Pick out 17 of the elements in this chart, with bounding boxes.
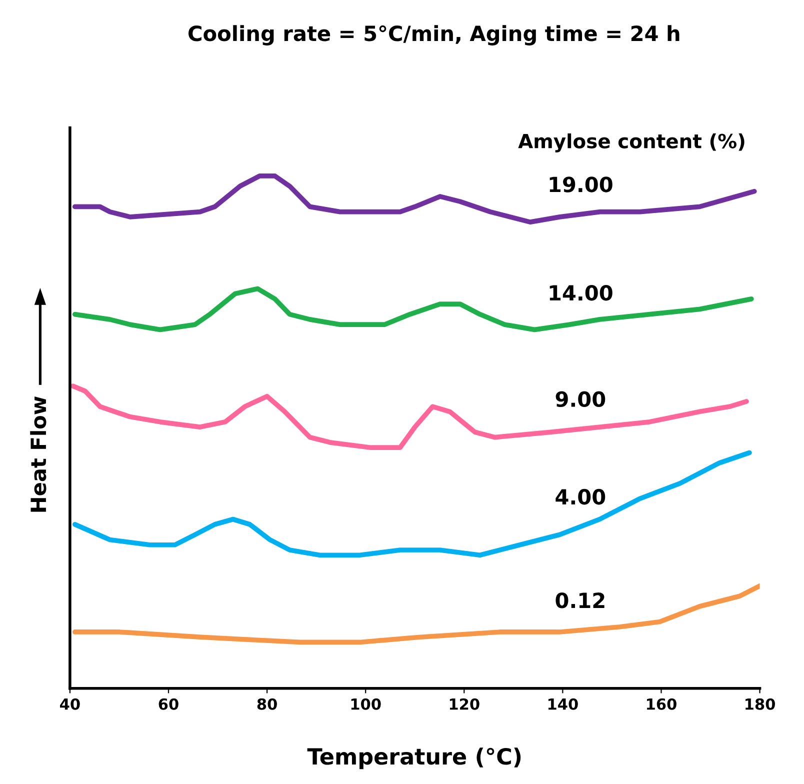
x-tick-label: 100 <box>351 698 381 710</box>
x-tick-label: 140 <box>548 698 578 710</box>
x-tick-label: 40 <box>60 698 80 710</box>
x-tick-label: 180 <box>746 698 775 710</box>
series-label: 9.00 <box>556 391 606 408</box>
x-tick-label: 120 <box>450 698 480 710</box>
legend-title: Amylose content (%) <box>518 133 744 152</box>
x-tick-label: 160 <box>647 698 676 710</box>
series-label: 0.12 <box>556 592 604 608</box>
x-tick-label: 80 <box>257 698 277 710</box>
y-axis-title: Heat Flow <box>30 396 46 512</box>
x-tick-label: 60 <box>158 698 178 710</box>
chart-title: Cooling rate = 5°C/min, Aging time = 24 h <box>188 25 680 46</box>
series-label: 4.00 <box>556 488 606 505</box>
series-label: 19.00 <box>550 176 612 192</box>
series-label: 14.00 <box>550 284 612 301</box>
x-axis-title: Temperature (°C) <box>307 748 521 770</box>
